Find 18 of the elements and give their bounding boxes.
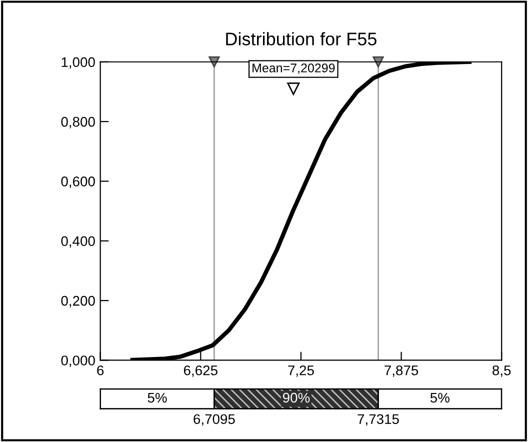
y-tick-label: 0,000 xyxy=(61,356,95,368)
y-tick-label: 0,600 xyxy=(61,176,95,188)
x-tick-label: 6 xyxy=(97,365,104,376)
x-tick-label: 7,875 xyxy=(384,365,418,377)
annotation: Mean=7,20299 xyxy=(252,64,335,74)
text: 5% xyxy=(148,392,167,403)
x-tick-label: 7,25 xyxy=(288,365,314,377)
x-tick-label: 6,625 xyxy=(184,365,218,377)
text: 6,7095 xyxy=(194,414,235,426)
x-tick-label: 8,5 xyxy=(492,365,511,377)
text: 90% xyxy=(282,392,310,403)
y-tick-label: 0,400 xyxy=(61,236,95,248)
text: 7,7315 xyxy=(358,414,399,426)
text: 5% xyxy=(430,392,450,403)
y-tick-label: 1,000 xyxy=(62,57,95,69)
y-tick-label: 0,800 xyxy=(61,116,95,128)
chart-title: Distribution for F55 xyxy=(226,32,376,46)
y-tick-label: 0,200 xyxy=(61,296,95,308)
